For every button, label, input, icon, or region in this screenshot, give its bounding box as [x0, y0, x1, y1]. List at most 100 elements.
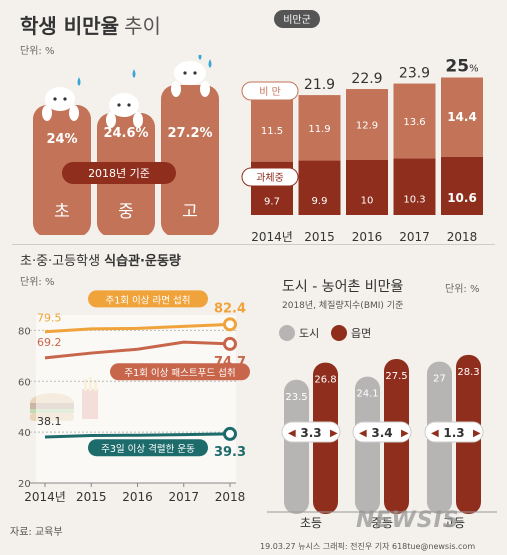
bar-obese-0 [251, 98, 293, 162]
urban-rural-subtitle: 2018년, 체질량지수(BMI) 기준 [282, 301, 404, 311]
habits-unit: 단위: % [20, 277, 55, 288]
arrow-right-icon: ▶ [473, 428, 481, 439]
label-overweight-4: 10.6 [447, 191, 477, 205]
bar-overweight-4 [441, 156, 483, 215]
ytick-label: 20 [18, 479, 31, 490]
label-total-1: 21.9 [304, 77, 335, 93]
arrow-right-icon: ▶ [401, 428, 409, 439]
label-overweight-1: 9.9 [312, 196, 328, 207]
line-end-point-0 [223, 317, 237, 332]
school-rate-elementary: 24% [46, 132, 77, 147]
obesity-trend-chart: 11.59.721.22014년11.99.921.9201512.91022.… [241, 10, 483, 244]
xtick-label: 2014년 [24, 490, 66, 504]
school-tag: 2018년 기준 [88, 167, 150, 180]
source: 자료: 교육부 [10, 527, 63, 538]
difference-label-2: 1.3 [443, 426, 464, 440]
main-title: 학생 비만율 추이 [20, 10, 161, 39]
ytick-label: 40 [18, 428, 31, 439]
bar-overweight-1 [298, 160, 341, 215]
difference-pill-1 [352, 421, 412, 443]
line-end-label-2: 39.3 [214, 445, 246, 460]
student-character-icon [171, 55, 212, 97]
tag-total: 비만군 [283, 14, 311, 26]
school-level-high: 고 [182, 202, 198, 222]
divider [12, 244, 495, 245]
category-label-2: 고등 [443, 516, 465, 530]
difference-label-0: 3.3 [300, 426, 321, 440]
xtick-label: 2015 [76, 490, 107, 504]
label-overweight-2: 10 [361, 196, 374, 207]
bar-obese-3 [393, 83, 436, 159]
bar-city-0 [284, 379, 309, 514]
line-series-0 [44, 322, 231, 334]
difference-pill-0 [281, 421, 341, 443]
legend-city: 도시 [299, 327, 319, 340]
arrow-right-icon: ▶ [330, 428, 338, 439]
label-overweight-0: 9.7 [264, 196, 280, 207]
label-obese-1: 11.9 [308, 124, 330, 135]
xtick-label: 2018 [215, 490, 246, 504]
bar-obese-4 [441, 77, 483, 157]
label-city-0: 23.5 [285, 392, 307, 403]
series-tag-label-0: 주1회 이상 라면 섭취 [105, 295, 190, 306]
label-rural-2: 28.3 [457, 367, 479, 378]
urban-rural-title: 도시 - 농어촌 비만율 [282, 279, 404, 295]
habits-title: 초·중·고등학생 식습관·운동량 [20, 250, 181, 269]
series-tag-1 [110, 363, 250, 381]
line-end-label-0: 82.4 [214, 301, 246, 316]
student-character-icon [106, 69, 143, 128]
category-3: 2017 [399, 230, 430, 244]
tag-obese-label: 비 만 [259, 86, 281, 98]
xtick-label: 2017 [168, 490, 199, 504]
legend-rural: 읍면 [351, 327, 371, 340]
label-obese-3: 13.6 [403, 117, 425, 128]
difference-label-1: 3.4 [371, 426, 392, 440]
arrow-left-icon: ◀ [359, 428, 367, 439]
habits-title-light: 초·중·고등학생 [20, 254, 101, 269]
student-character-icon [42, 77, 81, 121]
school-pillar-elementary [33, 105, 91, 235]
label-city-1: 24.1 [356, 389, 378, 400]
label-obese-4: 14.4 [447, 110, 477, 124]
category-label-1: 중등 [371, 516, 393, 530]
label-city-2: 27 [433, 374, 446, 385]
school-rate-high: 27.2% [167, 126, 212, 141]
difference-pill-2 [424, 421, 484, 443]
tag-overweight [241, 167, 299, 187]
bar-city-1 [355, 376, 380, 514]
plot-area [36, 315, 236, 483]
arrow-left-icon: ◀ [288, 428, 296, 439]
series-tag-label-2: 주3일 이상 격렬한 운동 [101, 443, 195, 455]
legend-rural-swatch [331, 325, 347, 341]
ytick-label: 80 [18, 326, 31, 337]
label-overweight-3: 10.3 [403, 195, 425, 206]
urban-rural-unit: 단위: % [445, 284, 480, 295]
school-rate-middle: 24.6% [103, 126, 148, 141]
category-2: 2016 [352, 230, 383, 244]
label-rural-0: 26.8 [314, 375, 336, 386]
series-tag-0 [88, 290, 208, 308]
category-1: 2015 [304, 230, 335, 244]
newsis-watermark: NEWSIS [356, 508, 460, 533]
line-start-label-0: 79.5 [37, 312, 62, 325]
label-obese-0: 11.5 [261, 126, 283, 137]
line-end-point-1 [223, 336, 237, 351]
credit: 19.03.27 뉴시스 그래픽: 전진우 기자 618tue@newsis.c… [260, 542, 476, 551]
tag-obese [241, 81, 299, 101]
line-series-2 [44, 432, 231, 439]
label-rural-1: 27.5 [385, 371, 407, 382]
label-obese-2: 12.9 [356, 121, 378, 132]
xtick-label: 2016 [122, 490, 153, 504]
school-panel: 24% 24.6% 27.2% 2018년 기준 초 중 고 [33, 55, 219, 235]
legend-city-swatch [279, 325, 295, 341]
arrow-left-icon: ◀ [431, 428, 439, 439]
line-start-label-1: 69.2 [37, 336, 62, 349]
school-pillar-high [161, 85, 219, 235]
line-start-label-2: 38.1 [37, 415, 62, 428]
bar-overweight-2 [346, 160, 388, 215]
main-title-light: 추이 [124, 14, 161, 38]
ytick-label: 60 [18, 377, 31, 388]
school-level-middle: 중 [118, 202, 134, 222]
category-label-0: 초등 [300, 516, 322, 530]
